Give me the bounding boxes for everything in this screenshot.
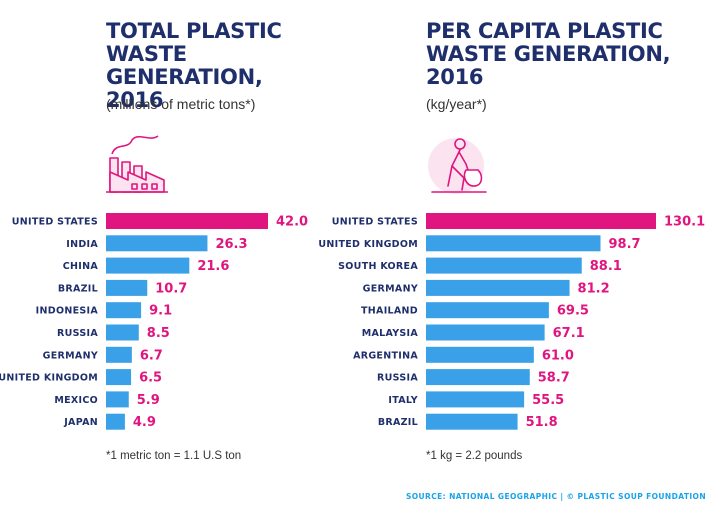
category-label: RUSSIA — [377, 373, 418, 384]
per-capita-footnote: *1 kg = 2.2 pounds — [426, 450, 523, 462]
value-label: 4.9 — [133, 415, 156, 430]
category-label: GERMANY — [363, 283, 418, 294]
category-label: ITALY — [388, 395, 418, 406]
category-label: INDIA — [66, 239, 98, 250]
value-label: 26.3 — [215, 237, 247, 252]
value-label: 42.0 — [276, 215, 308, 230]
category-label: MALAYSIA — [362, 328, 419, 339]
bar — [106, 235, 208, 252]
category-label: GERMANY — [43, 350, 98, 361]
category-label: MEXICO — [54, 395, 98, 406]
category-label: BRAZIL — [58, 283, 98, 294]
source-org: © PLASTIC SOUP FOUNDATION — [566, 492, 706, 501]
category-label: RUSSIA — [57, 328, 98, 339]
category-label: SOUTH KOREA — [338, 261, 418, 272]
bar — [426, 413, 518, 430]
value-label: 8.5 — [147, 326, 170, 341]
per-capita-subtitle: (kg/year*) — [426, 96, 487, 112]
bar — [106, 257, 190, 274]
value-label: 6.5 — [139, 371, 162, 386]
bar — [106, 369, 132, 386]
value-label: 55.5 — [532, 393, 564, 408]
bar — [426, 213, 656, 229]
category-label: UNITED KINGDOM — [318, 239, 418, 250]
bar — [426, 235, 601, 252]
per-capita-panel: PER CAPITA PLASTIC WASTE GENERATION, 201… — [318, 0, 720, 480]
title-line: WASTE GENERATION, — [426, 42, 671, 66]
category-label: ARGENTINA — [353, 350, 418, 361]
per-capita-bar-chart: UNITED STATES 130.1 UNITED KINGDOM 98.7 SOUT… — [318, 213, 705, 430]
value-label: 6.7 — [140, 348, 163, 363]
bar — [106, 391, 129, 408]
title-line: 2016 — [106, 88, 164, 112]
bar — [106, 324, 139, 341]
value-label: 67.1 — [553, 326, 585, 341]
per-capita-title: PER CAPITA PLASTIC WASTE GENERATION, 201… — [426, 19, 671, 89]
value-label: 130.1 — [664, 215, 705, 230]
category-label: INDONESIA — [36, 306, 99, 317]
category-label: JAPAN — [63, 417, 98, 428]
bar — [106, 346, 132, 363]
bar — [426, 302, 549, 319]
value-label: 10.7 — [155, 281, 187, 296]
value-label: 81.2 — [578, 281, 610, 296]
category-label: UNITED STATES — [332, 217, 418, 228]
bar — [426, 324, 545, 341]
total-waste-panel: TOTAL PLASTIC WASTE GENERATION, 2016 (mi… — [0, 0, 330, 480]
title-line: PER CAPITA PLASTIC — [426, 19, 663, 43]
category-label: THAILAND — [361, 306, 418, 317]
category-label: UNITED KINGDOM — [0, 373, 98, 384]
bar — [106, 413, 125, 430]
person-carrying-trash-bag-icon — [428, 138, 487, 194]
bar — [106, 279, 148, 296]
source-text: SOURCE: NATIONAL GEOGRAPHIC — [405, 492, 558, 501]
bar — [426, 391, 525, 408]
value-label: 69.5 — [557, 304, 589, 319]
bar — [426, 369, 530, 386]
value-label: 9.1 — [149, 304, 172, 319]
value-label: 5.9 — [137, 393, 160, 408]
category-label: UNITED STATES — [12, 217, 98, 228]
value-label: 51.8 — [526, 415, 558, 430]
total-waste-subtitle: (millions of metric tons*) — [106, 96, 256, 112]
bar — [426, 279, 570, 296]
category-label: CHINA — [63, 261, 99, 272]
bar — [106, 213, 268, 229]
source-credit: SOURCE: NATIONAL GEOGRAPHIC | © PLASTIC SO… — [406, 492, 706, 501]
value-label: 21.6 — [197, 259, 229, 274]
total-waste-title: TOTAL PLASTIC WASTE GENERATION, 2016 — [106, 20, 330, 112]
source-separator: | — [560, 492, 564, 501]
title-line: TOTAL PLASTIC — [106, 19, 282, 43]
bar — [106, 302, 142, 319]
factory-icon — [106, 135, 168, 193]
value-label: 98.7 — [608, 237, 640, 252]
title-line: 2016 — [426, 65, 484, 89]
value-label: 58.7 — [538, 371, 570, 386]
bar — [426, 346, 534, 363]
value-label: 61.0 — [542, 348, 574, 363]
total-waste-footnote: *1 metric ton = 1.1 U.S ton — [106, 450, 242, 462]
title-line: WASTE GENERATION, — [106, 42, 263, 89]
bar — [426, 257, 582, 274]
category-label: BRAZIL — [378, 417, 418, 428]
total-waste-bar-chart: UNITED STATES 42.0 INDIA 26.3 CHINA 21.6 BRAZI… — [0, 213, 308, 430]
value-label: 88.1 — [590, 259, 622, 274]
